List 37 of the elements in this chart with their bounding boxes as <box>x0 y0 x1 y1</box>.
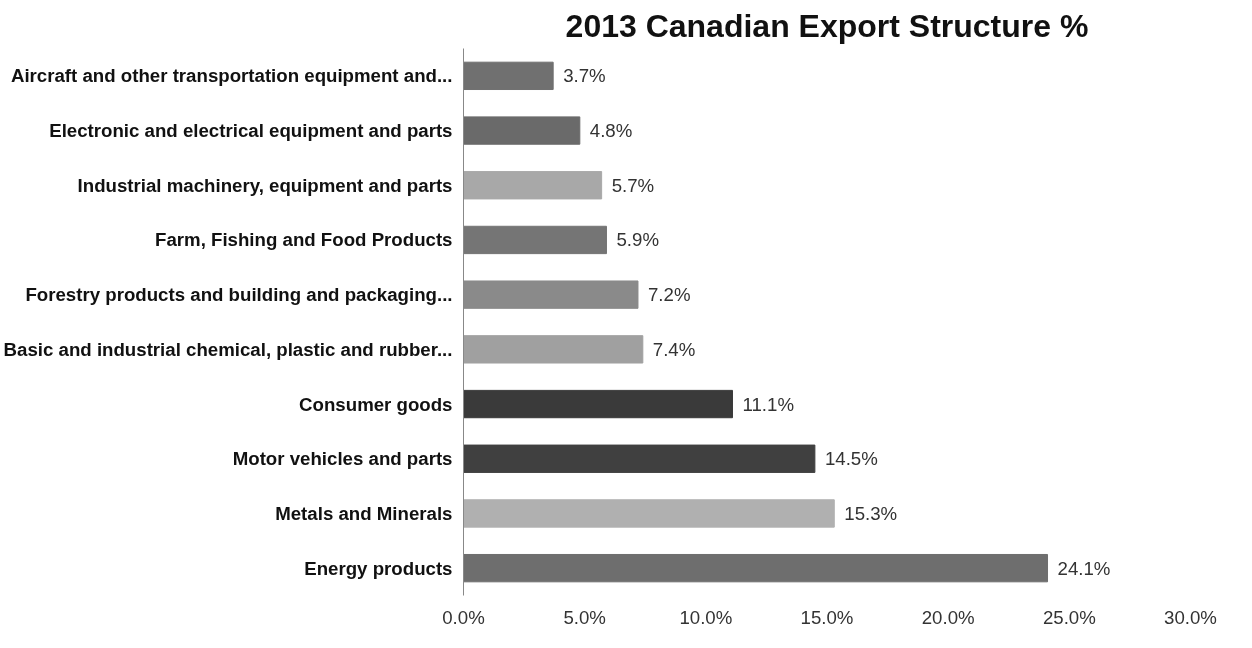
bar <box>463 389 733 419</box>
bar <box>463 116 581 145</box>
y-tick-label: Metals and Minerals <box>275 502 453 524</box>
data-label: 14.5% <box>824 448 878 470</box>
bar <box>463 61 554 91</box>
y-tick-label: Consumer goods <box>299 393 453 415</box>
data-label: 4.8% <box>589 120 633 142</box>
x-tick-label: 5.0% <box>563 606 606 628</box>
x-tick-label: 0.0% <box>442 606 485 628</box>
bar <box>463 444 816 473</box>
data-label: 7.4% <box>652 338 696 360</box>
bar <box>463 553 1049 583</box>
y-tick-label: Industrial machinery, equipment and parts <box>77 174 453 196</box>
data-label: 15.3% <box>844 502 898 524</box>
bar <box>463 225 607 255</box>
data-label: 5.9% <box>616 229 660 251</box>
data-label: 3.7% <box>563 65 606 87</box>
y-tick-label: Electronic and electrical equipment and parts <box>49 120 453 142</box>
y-tick-label: Farm, Fishing and Food Products <box>155 229 453 251</box>
y-tick-label: Aircraft and other transportation equipment and... <box>10 65 453 87</box>
y-tick-label: Basic and industrial chemical, plastic and rubber... <box>3 338 453 360</box>
data-label: 11.1% <box>742 393 795 415</box>
bar <box>463 499 835 528</box>
bar <box>463 335 644 364</box>
data-label: 5.7% <box>611 174 655 196</box>
y-tick-label: Forestry products and building and packaging... <box>25 284 453 306</box>
x-tick-label: 30.0% <box>1164 606 1217 628</box>
x-tick-label: 20.0% <box>921 606 975 628</box>
x-tick-label: 15.0% <box>800 606 854 628</box>
data-label: 24.1% <box>1057 557 1111 579</box>
chart-title: 2013 Canadian Export Structure % <box>565 7 1089 44</box>
y-tick-label: Motor vehicles and parts <box>232 448 453 470</box>
x-tick-label: 10.0% <box>679 606 733 628</box>
y-tick-label: Energy products <box>304 557 453 579</box>
x-tick-label: 25.0% <box>1042 606 1096 628</box>
bar <box>463 171 603 200</box>
data-label: 7.2% <box>647 284 691 306</box>
